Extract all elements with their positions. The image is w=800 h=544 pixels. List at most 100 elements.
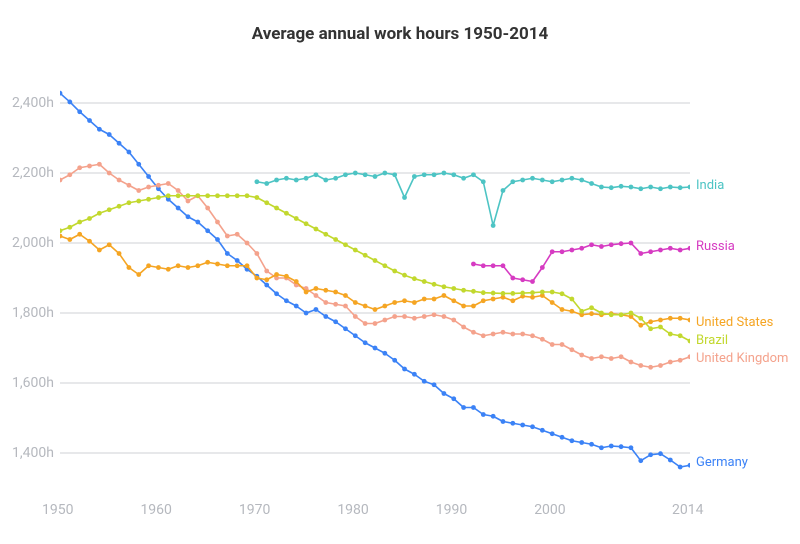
series-marker <box>314 286 319 291</box>
series-marker <box>481 333 486 338</box>
series-marker <box>215 220 220 225</box>
series-marker <box>461 288 466 293</box>
series-marker <box>274 291 279 296</box>
series-marker <box>186 214 191 219</box>
series-marker <box>510 276 515 281</box>
series-marker <box>107 132 112 137</box>
series-marker <box>136 188 141 193</box>
series-marker <box>274 272 279 277</box>
series-marker <box>560 342 565 347</box>
series-marker <box>323 300 328 305</box>
series-marker <box>658 318 663 323</box>
series-marker <box>648 249 653 254</box>
series-marker <box>284 274 289 279</box>
series-marker <box>186 265 191 270</box>
series-marker <box>422 297 427 302</box>
series-marker <box>599 354 604 359</box>
series-marker <box>382 351 387 356</box>
series-marker <box>274 178 279 183</box>
series-marker <box>343 242 348 247</box>
series-marker <box>422 279 427 284</box>
series-marker <box>442 293 447 298</box>
series-marker <box>501 291 506 296</box>
series-marker <box>245 193 250 198</box>
x-axis-tick: 1980 <box>337 502 368 518</box>
x-axis-tick: 1950 <box>42 502 73 518</box>
series-marker <box>471 330 476 335</box>
series-marker <box>589 356 594 361</box>
series-marker <box>363 321 368 326</box>
series-marker <box>658 451 663 456</box>
series-marker <box>530 295 535 300</box>
series-marker <box>136 199 141 204</box>
series-marker <box>678 316 683 321</box>
series-marker <box>540 265 545 270</box>
series-marker <box>314 293 319 298</box>
series-marker <box>117 251 122 256</box>
series-marker <box>648 185 653 190</box>
series-marker <box>589 305 594 310</box>
series-marker <box>658 363 663 368</box>
series-marker <box>314 307 319 312</box>
y-axis-tick: 1,800h <box>12 305 54 321</box>
series-marker <box>205 206 210 211</box>
series-marker <box>117 141 122 146</box>
series-marker <box>363 340 368 345</box>
series-marker <box>323 178 328 183</box>
series-russia <box>471 241 690 284</box>
series-marker <box>373 346 378 351</box>
series-marker <box>97 162 102 167</box>
series-marker <box>225 193 230 198</box>
series-marker <box>501 330 506 335</box>
series-marker <box>127 265 132 270</box>
series-marker <box>688 185 690 190</box>
series-marker <box>461 176 466 181</box>
series-marker <box>599 185 604 190</box>
series-marker <box>136 272 141 277</box>
x-axis-tick: 1970 <box>239 502 270 518</box>
series-marker <box>520 332 525 337</box>
series-marker <box>333 290 338 295</box>
series-marker <box>668 185 673 190</box>
series-label-russia: Russia <box>696 239 735 254</box>
series-marker <box>579 353 584 358</box>
series-marker <box>166 267 171 272</box>
series-marker <box>668 316 673 321</box>
series-marker <box>254 251 259 256</box>
series-marker <box>166 193 171 198</box>
series-marker <box>491 223 496 228</box>
series-marker <box>87 216 92 221</box>
series-marker <box>373 174 378 179</box>
series-marker <box>461 405 466 410</box>
series-marker <box>333 302 338 307</box>
series-marker <box>589 311 594 316</box>
series-marker <box>451 286 456 291</box>
series-marker <box>245 263 250 268</box>
series-line <box>60 164 690 367</box>
series-marker <box>461 304 466 309</box>
series-marker <box>323 314 328 319</box>
series-marker <box>87 239 92 244</box>
series-marker <box>638 251 643 256</box>
series-marker <box>392 300 397 305</box>
series-marker <box>77 232 82 237</box>
series-marker <box>412 276 417 281</box>
series-marker <box>668 360 673 365</box>
series-marker <box>392 314 397 319</box>
series-marker <box>491 414 496 419</box>
series-marker <box>560 435 565 440</box>
series-label-brazil: Brazil <box>696 333 728 348</box>
series-marker <box>442 171 447 176</box>
series-marker <box>619 354 624 359</box>
series-marker <box>629 241 634 246</box>
series-marker <box>432 282 437 287</box>
series-label-india: India <box>696 178 724 193</box>
series-marker <box>107 242 112 247</box>
series-marker <box>304 311 309 316</box>
series-marker <box>225 263 230 268</box>
series-marker <box>343 293 348 298</box>
series-line <box>257 173 690 226</box>
series-marker <box>658 248 663 253</box>
series-marker <box>678 358 683 363</box>
series-marker <box>205 228 210 233</box>
